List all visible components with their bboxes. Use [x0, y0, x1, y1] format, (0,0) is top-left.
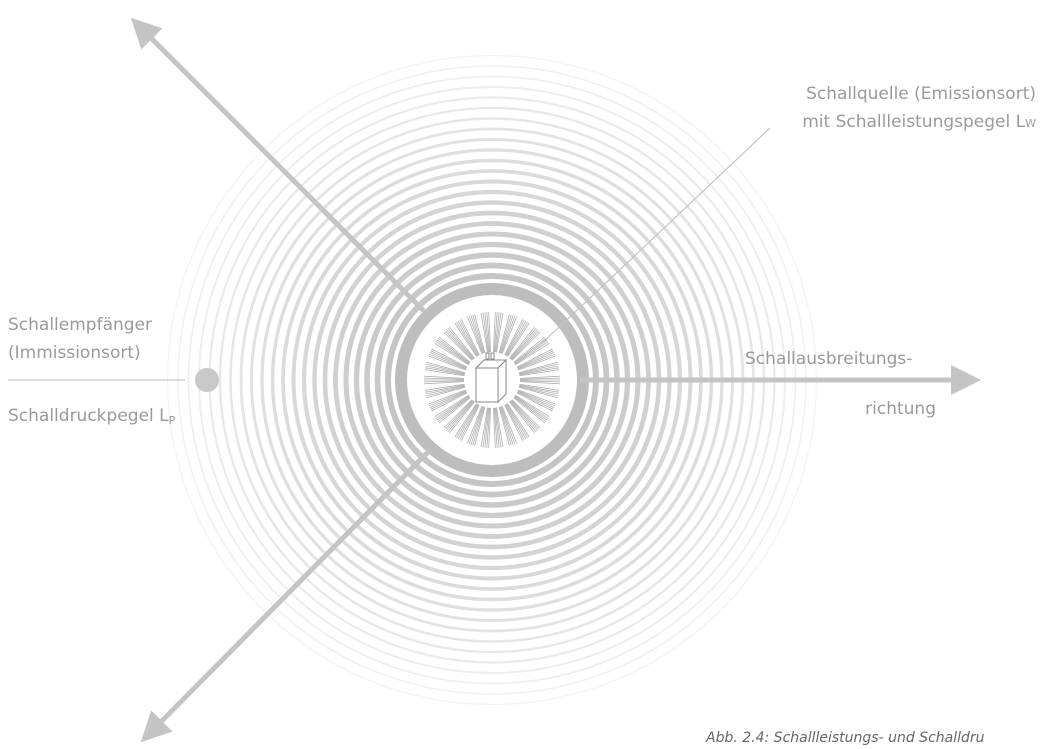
source-label: Schallquelle (Emissionsort) [806, 84, 1036, 104]
caption: Abb. 2.4: Schallleistungs- und Schalldru [705, 730, 985, 746]
receiver-level-sub: P [169, 414, 176, 427]
receiver-level-text: Schalldruckpegel L [8, 406, 169, 426]
receiver-place: (Immissionsort) [8, 343, 141, 363]
source-level: mit Schallleistungspegel LW [802, 112, 1036, 132]
direction-label-2: richtung [865, 399, 936, 419]
receiver-dot [195, 368, 219, 392]
source-level-sub: W [1025, 117, 1036, 130]
receiver-label: Schallempfänger [8, 315, 152, 335]
receiver-level: Schalldruckpegel LP [8, 406, 176, 427]
direction-label: Schallausbreitungs- [745, 349, 912, 369]
diagram: Schallquelle (Emissionsort) mit Schallle… [0, 0, 1043, 749]
source-level-text: mit Schallleistungspegel L [802, 112, 1025, 132]
